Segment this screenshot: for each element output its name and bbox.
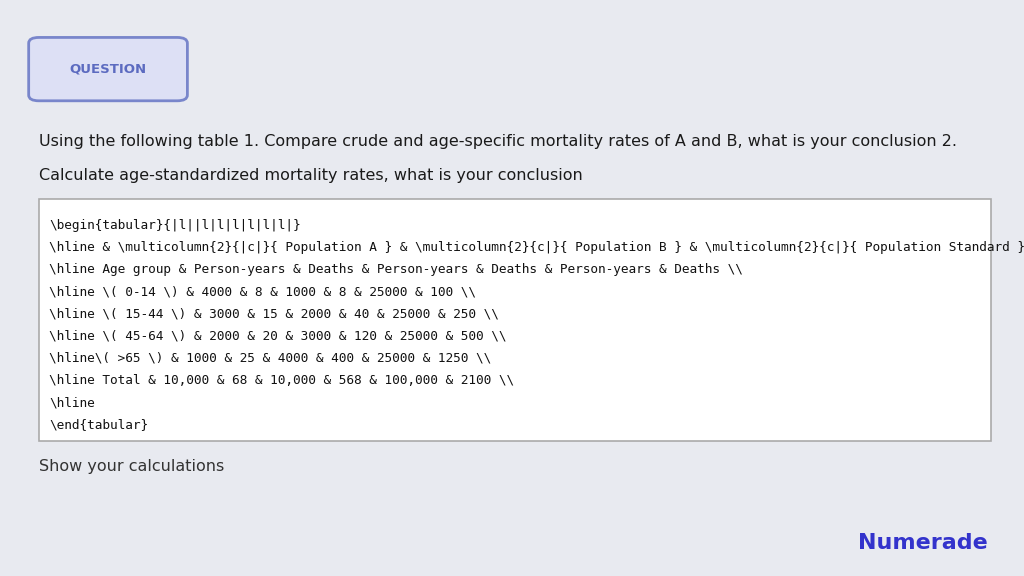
FancyBboxPatch shape — [39, 199, 991, 441]
Text: Show your calculations: Show your calculations — [39, 459, 224, 474]
Text: QUESTION: QUESTION — [70, 63, 146, 75]
Text: \begin{tabular}{|l||l|l|l|l|l|l|}: \begin{tabular}{|l||l|l|l|l|l|l|} — [49, 219, 301, 232]
Text: \hline & \multicolumn{2}{|c|}{ Population A } & \multicolumn{2}{c|}{ Population : \hline & \multicolumn{2}{|c|}{ Populatio… — [49, 241, 1024, 254]
Text: \end{tabular}: \end{tabular} — [49, 418, 148, 431]
Text: Calculate age-standardized mortality rates, what is your conclusion: Calculate age-standardized mortality rat… — [39, 168, 583, 183]
Text: Numerade: Numerade — [858, 533, 988, 553]
Text: \hline \( 45-64 \) & 2000 & 20 & 3000 & 120 & 25000 & 500 \\: \hline \( 45-64 \) & 2000 & 20 & 3000 & … — [49, 329, 507, 343]
Text: \hline: \hline — [49, 396, 95, 410]
Text: Using the following table 1. Compare crude and age-specific mortality rates of A: Using the following table 1. Compare cru… — [39, 134, 956, 149]
Text: \hline Total & 10,000 & 68 & 10,000 & 568 & 100,000 & 2100 \\: \hline Total & 10,000 & 68 & 10,000 & 56… — [49, 374, 514, 387]
Text: \hline\( >65 \) & 1000 & 25 & 4000 & 400 & 25000 & 1250 \\: \hline\( >65 \) & 1000 & 25 & 4000 & 400… — [49, 352, 492, 365]
FancyBboxPatch shape — [29, 37, 187, 101]
Text: \hline Age group & Person-years & Deaths & Person-years & Deaths & Person-years : \hline Age group & Person-years & Deaths… — [49, 263, 743, 276]
Text: \hline \( 0-14 \) & 4000 & 8 & 1000 & 8 & 25000 & 100 \\: \hline \( 0-14 \) & 4000 & 8 & 1000 & 8 … — [49, 286, 476, 298]
Text: \hline \( 15-44 \) & 3000 & 15 & 2000 & 40 & 25000 & 250 \\: \hline \( 15-44 \) & 3000 & 15 & 2000 & … — [49, 308, 499, 321]
